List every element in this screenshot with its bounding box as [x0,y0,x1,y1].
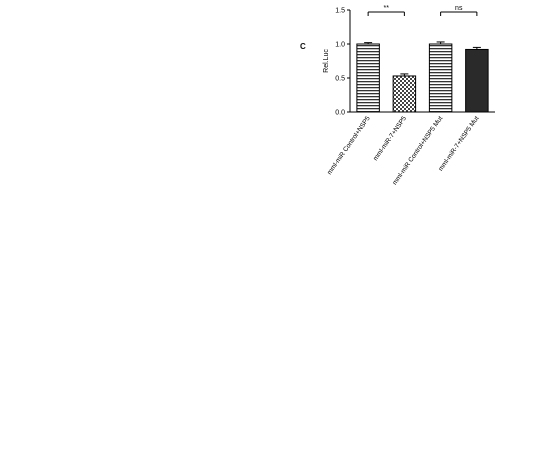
bar [356,43,380,113]
y-axis-label: Rel.Luc [323,49,330,73]
y-tick-label: 1.5 [335,8,345,15]
panel-c-label: C [300,42,306,51]
panel-c: C 0.0 0.5 1.0 1.5 Rel.Luc mml-miR Control+NSP… [300,0,550,200]
bar [392,75,417,113]
x-tick-label: mml-miR-7+NSP5 Mut [437,115,480,173]
bar [428,43,453,113]
significance-label: ns [455,5,463,12]
x-tick-label: mml-miR Control+NSP5 [326,115,372,176]
significance-label: ** [384,5,390,12]
bar [465,48,489,113]
y-tick-label: 0.5 [335,76,345,83]
x-tick-label: mml-miR-7+NSP5 [372,115,408,162]
y-tick-label: 1.0 [335,42,345,49]
y-tick-label: 0.0 [335,110,345,117]
